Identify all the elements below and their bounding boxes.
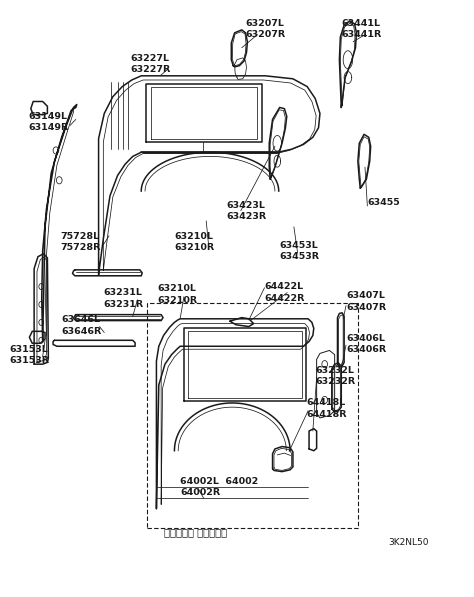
Text: 3K2NL50: 3K2NL50: [389, 537, 429, 547]
Text: 75728L
75728R: 75728L 75728R: [61, 232, 101, 252]
Text: 63149L
63149R: 63149L 63149R: [28, 112, 69, 132]
Text: 63227L
63227R: 63227L 63227R: [130, 54, 171, 74]
Bar: [147, 303, 358, 528]
Text: 63210L
63210R: 63210L 63210R: [174, 232, 215, 252]
Text: 63646L
63646R: 63646L 63646R: [62, 315, 102, 336]
Text: 63423L
63423R: 63423L 63423R: [227, 201, 267, 221]
Text: 64002L  64002
64002R: 64002L 64002 64002R: [180, 477, 258, 497]
Text: 64422L
64422R: 64422L 64422R: [264, 282, 305, 303]
Text: 63232L
63232R: 63232L 63232R: [315, 366, 356, 386]
Text: 63231L
63231R: 63231L 63231R: [103, 288, 144, 309]
Text: （ブリスタ フェンダ）: （ブリスタ フェンダ）: [164, 528, 227, 537]
Text: 63453L
63453R: 63453L 63453R: [280, 241, 319, 261]
Text: 64418L
64418R: 64418L 64418R: [307, 398, 347, 418]
Text: 63207L
63207R: 63207L 63207R: [246, 19, 286, 39]
Text: 63441L
63441R: 63441L 63441R: [341, 19, 382, 39]
Text: 63153L
63153R: 63153L 63153R: [9, 345, 49, 365]
Text: 63407L
63407R: 63407L 63407R: [346, 291, 386, 312]
Text: 63455: 63455: [367, 198, 400, 208]
Text: 63406L
63406R: 63406L 63406R: [346, 334, 386, 354]
Text: 63210L
63210R: 63210L 63210R: [157, 284, 198, 304]
